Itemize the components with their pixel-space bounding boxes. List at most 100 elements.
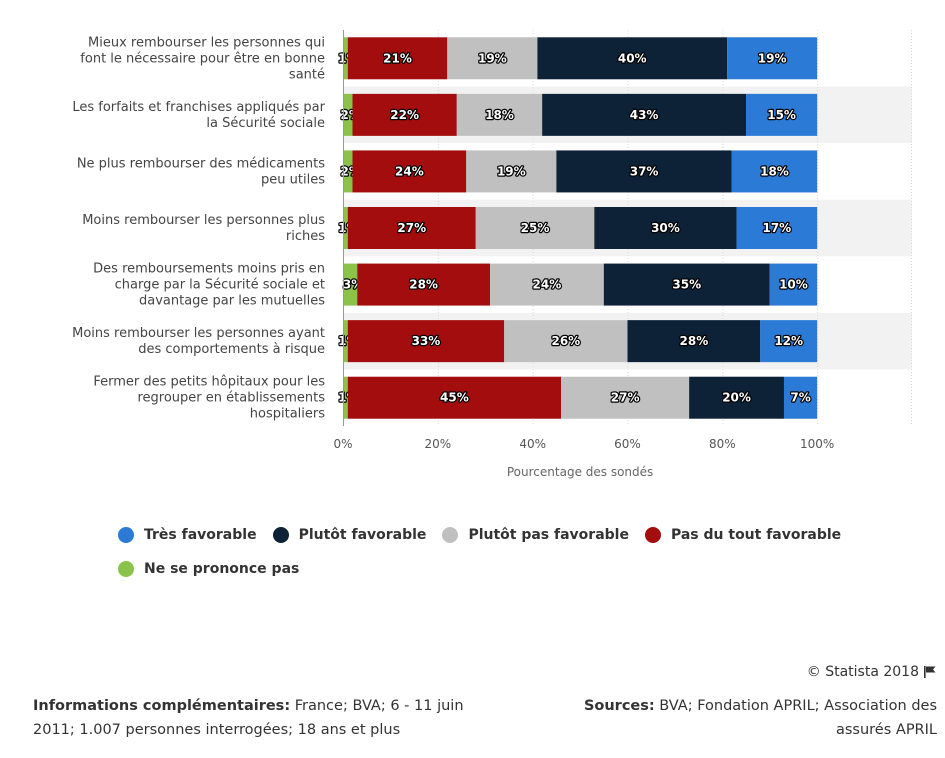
x-tick-label: 0% xyxy=(333,437,352,451)
bar-segment xyxy=(731,150,818,193)
legend-marker xyxy=(272,527,289,543)
legend-marker xyxy=(118,527,134,543)
legend-marker xyxy=(644,527,661,543)
bar-segment xyxy=(343,150,353,193)
x-tick-label: 100% xyxy=(800,437,834,451)
bar-segment xyxy=(594,207,737,249)
legend-item[interactable]: Ne se prononce pas xyxy=(118,552,299,586)
bar-segment xyxy=(542,93,747,136)
bar-segment xyxy=(347,376,562,419)
bar-segment xyxy=(627,320,761,363)
bar-segment xyxy=(475,207,595,249)
sources: Sources: BVA; Fondation APRIL; Associati… xyxy=(537,694,937,742)
data-label: 33% xyxy=(412,334,441,348)
category-label: Les forfaits et franchises appliqués par… xyxy=(72,100,325,131)
chart-legend: Très favorable Plutôt favorable Plutôt pas… xyxy=(118,518,878,586)
data-label: 22% xyxy=(390,108,419,122)
bar-segment xyxy=(347,320,505,363)
data-label: 27% xyxy=(397,221,426,235)
legend-label: Plutôt pas favorable xyxy=(468,527,629,543)
data-label: 26% xyxy=(551,334,580,348)
bar-segment xyxy=(466,150,557,193)
data-label: 18% xyxy=(760,164,789,178)
data-label: 20% xyxy=(722,391,751,405)
data-label: 19% xyxy=(478,51,507,65)
category-label: Ne plus rembourser des médicaments peu ut… xyxy=(77,156,325,187)
bar-segment xyxy=(343,93,353,136)
data-label: 18% xyxy=(485,108,514,122)
legend-item[interactable]: Très favorable xyxy=(118,518,257,552)
category-label: Mieux rembourser les personnes qui font l… xyxy=(80,35,325,82)
data-label: 7% xyxy=(790,391,810,405)
bar-segment xyxy=(736,207,818,249)
info-text: France; BVA; 6 - 11 juin 2011; 1.007 per… xyxy=(33,698,464,738)
additional-info: Informations complémentaires: France; BV… xyxy=(33,694,493,742)
legend-label: Très favorable xyxy=(144,527,257,543)
x-tick-label: 20% xyxy=(424,437,451,451)
data-label: 40% xyxy=(618,51,647,65)
x-axis-title: Pourcentage des sondés xyxy=(507,465,653,479)
bar-segment xyxy=(343,37,348,80)
bar-segment xyxy=(504,320,628,363)
data-label: 27% xyxy=(611,391,640,405)
data-label: 43% xyxy=(630,108,659,122)
legend-item[interactable]: Plutôt pas favorable xyxy=(442,518,629,552)
sources-text: BVA; Fondation APRIL; Association des as… xyxy=(654,698,937,738)
copyright: © Statista 2018 xyxy=(807,664,937,680)
legend-label: Plutôt favorable xyxy=(298,527,427,543)
data-label: 25% xyxy=(521,221,550,235)
data-label: 28% xyxy=(409,278,438,292)
legend-item[interactable]: Pas du tout favorable xyxy=(644,518,842,552)
x-tick-label: 60% xyxy=(614,437,641,451)
bar-segment xyxy=(537,37,728,80)
category-label: Des remboursements moins pris en charge p… xyxy=(93,262,325,309)
bar-segment xyxy=(343,376,348,419)
flag-icon[interactable] xyxy=(923,665,937,679)
bar-segment xyxy=(689,376,784,419)
bar-segment xyxy=(447,37,538,80)
sources-label: Sources: xyxy=(583,698,655,714)
bar-segment xyxy=(603,263,770,306)
bar-segment xyxy=(357,263,490,306)
bar-segment xyxy=(456,93,543,136)
bar-segment xyxy=(769,263,818,306)
legend-marker xyxy=(118,561,134,577)
bar-segment xyxy=(352,150,467,193)
bar-segment xyxy=(343,207,348,249)
legend-label: Ne se prononce pas xyxy=(144,561,300,577)
copyright-text: © Statista 2018 xyxy=(806,664,919,680)
data-label: 12% xyxy=(774,334,803,348)
bar-segment xyxy=(489,263,604,306)
data-label: 35% xyxy=(672,278,701,292)
bar-segment xyxy=(347,37,448,80)
bar-segment xyxy=(343,263,358,306)
bar-segment xyxy=(783,376,818,419)
bar-segment xyxy=(556,150,732,193)
stacked-bar-chart: 1%21%19%40%19%2%22%18%43%15%2%24%19%37%1… xyxy=(72,30,912,479)
legend-label: Pas du tout favorable xyxy=(670,527,842,543)
data-label: 21% xyxy=(383,51,412,65)
data-label: 24% xyxy=(533,278,562,292)
x-tick-label: 40% xyxy=(519,437,546,451)
data-label: 19% xyxy=(497,164,526,178)
category-label: Moins rembourser les personnes ayant des … xyxy=(72,326,325,357)
bar-segment xyxy=(561,376,690,419)
x-tick-label: 80% xyxy=(709,437,736,451)
data-label: 30% xyxy=(651,221,680,235)
bar-segment xyxy=(352,93,457,136)
category-label: Fermer des petits hôpitaux pour les regro… xyxy=(93,375,325,422)
bar-segment xyxy=(343,320,348,363)
legend-marker xyxy=(442,527,459,543)
bar-segment xyxy=(760,320,818,363)
data-label: 24% xyxy=(395,164,424,178)
category-label: Moins rembourser les personnes plus riche… xyxy=(82,213,325,244)
bar-segment xyxy=(746,93,818,136)
legend-item[interactable]: Plutôt favorable xyxy=(272,518,427,552)
bar-segment xyxy=(727,37,818,80)
bar-segment xyxy=(347,207,476,249)
data-label: 28% xyxy=(680,334,709,348)
data-label: 15% xyxy=(767,108,796,122)
data-label: 37% xyxy=(630,164,659,178)
data-label: 10% xyxy=(779,278,808,292)
info-label: Informations complémentaires: xyxy=(33,698,291,714)
